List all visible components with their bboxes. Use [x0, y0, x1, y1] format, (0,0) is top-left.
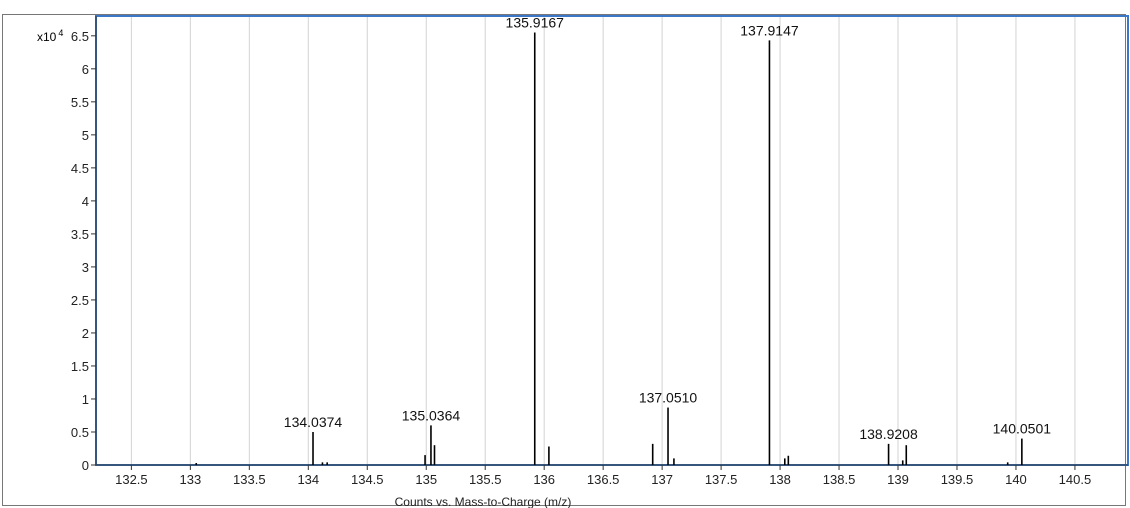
plot-area-border[interactable] — [95, 15, 1129, 466]
x-tick-label: 134 — [297, 472, 319, 487]
y-tick-label: 2.5 — [71, 293, 89, 308]
x-tick-label: 139 — [887, 472, 909, 487]
x-tick-label: 132.5 — [115, 472, 148, 487]
x-tick-label: 133 — [180, 472, 202, 487]
y-multiplier-label: x10 4 — [37, 28, 63, 44]
x-tick-label: 140 — [1005, 472, 1027, 487]
y-tick-label: 4 — [82, 194, 89, 209]
y-tick-label: 2 — [82, 326, 89, 341]
y-tick-label: 0.5 — [71, 425, 89, 440]
x-tick-label: 138.5 — [823, 472, 856, 487]
x-tick-label: 140.5 — [1059, 472, 1092, 487]
peaks — [195, 32, 1023, 465]
y-tick-label: 4.5 — [71, 161, 89, 176]
peak-label: 135.0364 — [402, 407, 461, 423]
x-tick-label: 135 — [415, 472, 437, 487]
y-tick-label: 3.5 — [71, 227, 89, 242]
x-tick-label: 138 — [769, 472, 791, 487]
chart-frame — [2, 14, 1126, 506]
x-axis-title: Counts vs. Mass-to-Charge (m/z) — [395, 495, 572, 508]
x-tick-label: 133.5 — [233, 472, 266, 487]
axes: 132.5 133 133.5 134 134.5 135 135.5 136 136.5 137… — [71, 16, 1128, 487]
y-tick-label: 1 — [82, 392, 89, 407]
y-multiplier-base: x10 — [37, 30, 57, 44]
x-tick-label: 135.5 — [469, 472, 502, 487]
y-tick-label: 5.5 — [71, 95, 89, 110]
y-tick-label: 0 — [82, 458, 89, 473]
x-tick-label: 136.5 — [587, 472, 620, 487]
y-tick-label: 5 — [82, 128, 89, 143]
y-tick-label: 1.5 — [71, 359, 89, 374]
peak-label: 140.0501 — [993, 421, 1052, 437]
peak-label: 135.9167 — [506, 15, 565, 31]
peak-label: 137.9147 — [740, 22, 799, 38]
peak-label: 138.9208 — [859, 426, 918, 442]
y-tick-label: 3 — [82, 260, 89, 275]
grid — [130, 16, 1076, 465]
y-tick-label: 6 — [82, 62, 89, 77]
x-tick-label: 139.5 — [941, 472, 974, 487]
peak-label: 134.0374 — [284, 414, 343, 430]
x-tick-label: 136 — [533, 472, 555, 487]
x-tick-label: 137 — [651, 472, 673, 487]
y-tick-label: 6.5 — [71, 29, 89, 44]
x-tick-label: 134.5 — [351, 472, 384, 487]
x-tick-label: 137.5 — [705, 472, 738, 487]
y-multiplier-exponent: 4 — [58, 28, 63, 38]
peak-label: 137.0510 — [639, 390, 698, 406]
peak-labels: 134.0374 135.0364 135.9167 137.0510 137.9147… — [284, 15, 1051, 442]
